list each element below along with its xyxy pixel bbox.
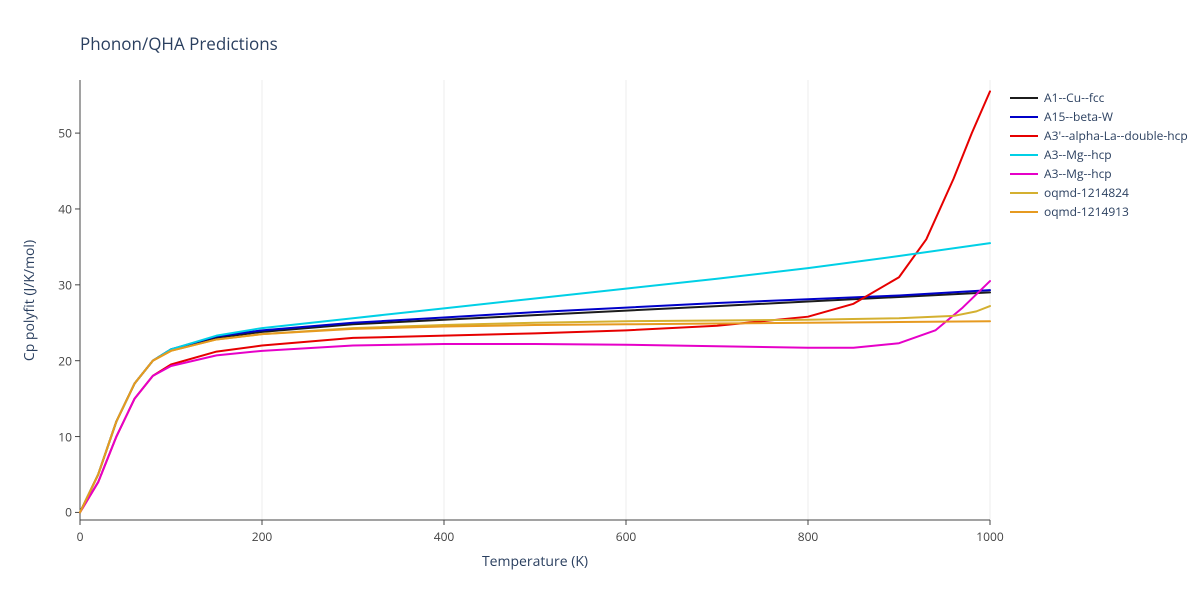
legend-label: A1--Cu--fcc xyxy=(1044,89,1104,106)
legend-label: oqmd-1214913 xyxy=(1044,203,1129,220)
legend-item[interactable]: A3--Mg--hcp xyxy=(1010,145,1188,164)
legend-label: A3--Mg--hcp xyxy=(1044,146,1112,163)
series-line[interactable] xyxy=(80,321,990,512)
legend-item[interactable]: A15--beta-W xyxy=(1010,107,1188,126)
legend-label: A15--beta-W xyxy=(1044,108,1113,125)
legend-label: oqmd-1214824 xyxy=(1044,184,1129,201)
legend-swatch xyxy=(1010,135,1038,137)
x-axis-label: Temperature (K) xyxy=(80,552,990,571)
legend-swatch xyxy=(1010,173,1038,175)
y-tick-label: 10 xyxy=(42,428,72,445)
y-tick-label: 30 xyxy=(42,276,72,293)
legend-item[interactable]: oqmd-1214824 xyxy=(1010,183,1188,202)
legend-item[interactable]: A3--Mg--hcp xyxy=(1010,164,1188,183)
y-tick-label: 0 xyxy=(42,504,72,521)
legend-swatch xyxy=(1010,97,1038,99)
legend-label: A3'--alpha-La--double-hcp xyxy=(1044,127,1188,144)
x-tick-label: 1000 xyxy=(976,528,1003,545)
y-tick-label: 50 xyxy=(42,125,72,142)
series-line[interactable] xyxy=(80,91,990,512)
chart-title: Phonon/QHA Predictions xyxy=(80,32,278,55)
legend-item[interactable]: oqmd-1214913 xyxy=(1010,202,1188,221)
series-line[interactable] xyxy=(80,243,990,512)
x-tick-label: 0 xyxy=(77,528,84,545)
legend-swatch xyxy=(1010,116,1038,118)
legend-swatch xyxy=(1010,211,1038,213)
x-tick-label: 200 xyxy=(252,528,273,545)
legend-item[interactable]: A3'--alpha-La--double-hcp xyxy=(1010,126,1188,145)
y-axis-label: Cp polyfit (J/K/mol) xyxy=(20,80,40,520)
legend-label: A3--Mg--hcp xyxy=(1044,165,1112,182)
y-tick-label: 20 xyxy=(42,352,72,369)
x-tick-label: 600 xyxy=(616,528,637,545)
x-tick-label: 800 xyxy=(798,528,819,545)
legend: A1--Cu--fcc A15--beta-W A3'--alpha-La--dou… xyxy=(1010,88,1188,221)
y-tick-label: 40 xyxy=(42,200,72,217)
legend-swatch xyxy=(1010,154,1038,156)
x-tick-label: 400 xyxy=(434,528,455,545)
legend-swatch xyxy=(1010,192,1038,194)
chart-plot[interactable] xyxy=(80,80,990,520)
legend-item[interactable]: A1--Cu--fcc xyxy=(1010,88,1188,107)
